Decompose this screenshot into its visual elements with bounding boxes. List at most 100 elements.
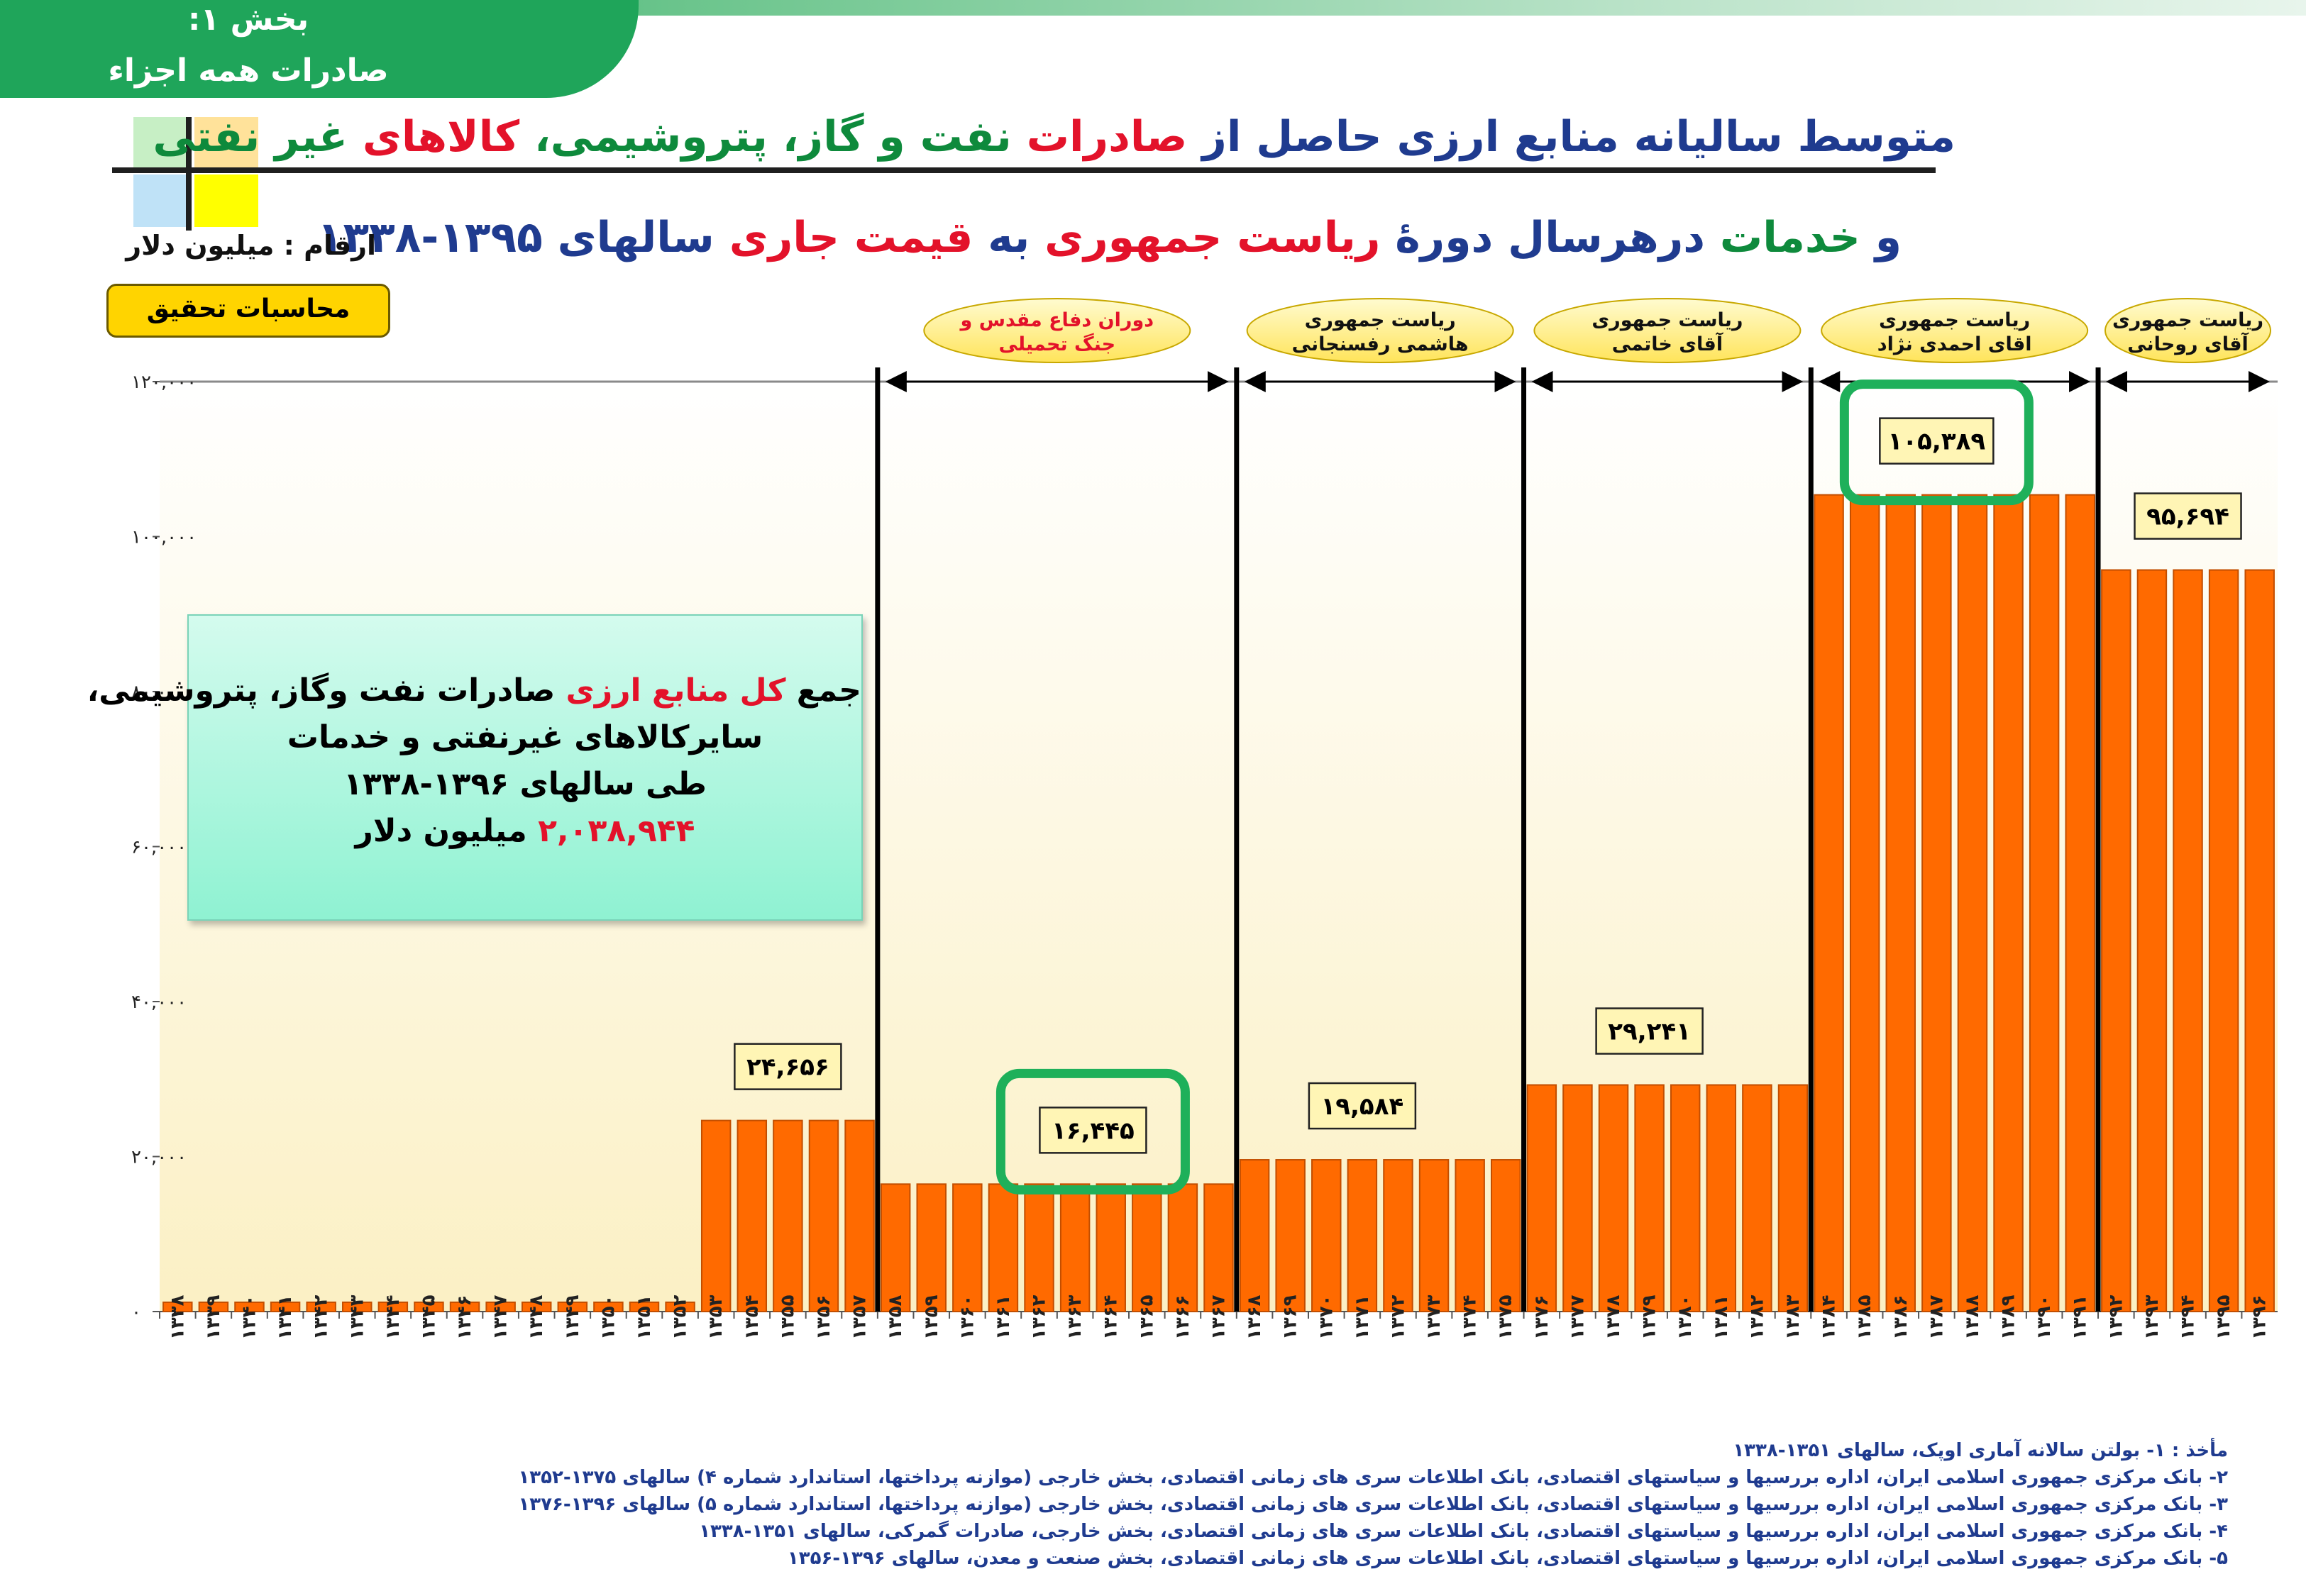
avg-label-box <box>1595 1007 1704 1055</box>
bar <box>1777 1084 1809 1313</box>
period-label-text: آقای روحانی <box>2127 332 2249 355</box>
bar <box>1167 1183 1198 1312</box>
section-number: بخش ۱: <box>187 1 309 38</box>
x-tick-label: ۱۳۴۱ <box>275 1295 296 1340</box>
title-segment: سالهای ۱۳۹۵-۱۳۳۸ <box>316 213 715 262</box>
x-tick-label: ۱۳۵۶ <box>813 1295 834 1340</box>
title-segment: ریاست جمهوری <box>1030 213 1381 262</box>
bar <box>485 1301 516 1313</box>
page-title-line-1: متوسط سالیانه منابع ارزی حاصل از صادرات … <box>153 112 1955 162</box>
bar <box>1383 1159 1413 1312</box>
bar <box>1921 494 1952 1313</box>
info-line-2: سایرکالاهای غیرنفتی و خدمات <box>287 719 763 755</box>
highlight-frame <box>1839 379 2034 506</box>
x-tick-label: ۱۳۷۵ <box>1495 1295 1516 1340</box>
x-tick-label: ۱۳۹۰ <box>2034 1295 2055 1340</box>
bar <box>844 1119 875 1312</box>
x-tick-label: ۱۳۹۴ <box>2178 1295 2199 1340</box>
period-label-text: هاشمی رفسنجانی <box>1292 333 1469 355</box>
bar <box>198 1301 229 1313</box>
x-tick-label: ۱۳۷۰ <box>1315 1295 1337 1340</box>
x-tick-label: ۱۳۶۱ <box>993 1295 1014 1340</box>
logo-square-blue <box>133 174 190 227</box>
avg-label-text: ۲۴,۶۵۶ <box>746 1053 829 1082</box>
x-tick-label: ۱۳۵۷ <box>849 1295 871 1340</box>
bar <box>449 1301 480 1313</box>
period-label-text: دوران دفاع مقدس و <box>959 309 1154 331</box>
source-line: ۲- بانک مرکزی جمهوری اسلامی ایران، اداره… <box>518 1467 2228 1488</box>
x-tick-label: ۱۳۴۰ <box>238 1295 260 1340</box>
avg-label-text: ۱۹,۵۸۴ <box>1321 1092 1404 1121</box>
bar <box>1814 494 1844 1313</box>
y-tick-label: ۱۲۰,۰۰۰ <box>131 372 197 393</box>
bar <box>1598 1084 1629 1313</box>
bar <box>593 1301 624 1313</box>
bar <box>1491 1159 1521 1312</box>
x-tick-label: ۱۳۹۶ <box>2249 1295 2271 1340</box>
bar <box>342 1301 373 1313</box>
x-tick-label: ۱۳۴۲ <box>311 1295 332 1340</box>
title-rule <box>112 167 1936 173</box>
bar <box>1239 1159 1270 1312</box>
x-tick-label: ۱۳۶۴ <box>1100 1295 1122 1340</box>
bar <box>2208 569 2239 1312</box>
x-tick-label: ۱۳۷۸ <box>1603 1295 1624 1340</box>
avg-label-text: ۲۹,۲۴۱ <box>1608 1018 1691 1046</box>
bar <box>1634 1084 1665 1313</box>
title-segment: حاصل از <box>1187 112 1382 162</box>
x-tick-label: ۱۳۴۶ <box>454 1295 475 1340</box>
x-tick-label: ۱۳۸۲ <box>1746 1295 1767 1340</box>
title-segment: غیر نفتی <box>153 112 348 162</box>
x-tick-label: ۱۳۴۴ <box>382 1295 404 1340</box>
bar <box>2029 494 2060 1313</box>
x-tick-label: ۱۳۵۹ <box>921 1295 942 1340</box>
x-tick-label: ۱۳۸۷ <box>1926 1295 1947 1340</box>
period-label-oval <box>1533 298 1802 363</box>
logo-square-orange <box>194 117 258 172</box>
avg-label-box <box>2134 492 2242 540</box>
avg-label-text: ۱۰۵,۳۸۹ <box>1888 428 1986 456</box>
y-tick-label: ۴۰,۰۰۰ <box>131 992 187 1013</box>
bar <box>1455 1159 1485 1312</box>
bar <box>2244 569 2275 1312</box>
period-label-oval <box>1821 298 2089 363</box>
bar <box>808 1119 839 1312</box>
x-tick-label: ۱۳۴۸ <box>526 1295 547 1340</box>
x-tick-label: ۱۳۷۲ <box>1387 1295 1408 1340</box>
info-line-1-post: صادرات نفت وگاز، پتروشیمی، <box>87 672 556 709</box>
x-tick-label: ۱۳۵۳ <box>705 1295 727 1340</box>
info-line-1-pre: جمع <box>785 672 861 709</box>
bar <box>2136 569 2168 1312</box>
logo-square-green <box>133 117 190 172</box>
bar <box>1670 1084 1701 1313</box>
x-tick-label: ۱۳۶۵ <box>1136 1295 1157 1340</box>
x-tick-label: ۱۳۹۳ <box>2141 1295 2163 1340</box>
source-line: مأخذ : ۱- بولتن سالانه آماری اوپک، سالها… <box>1733 1440 2228 1461</box>
title-segment: کالاهای <box>348 112 520 162</box>
bar <box>2101 569 2131 1312</box>
x-tick-label: ۱۳۶۷ <box>1208 1295 1230 1340</box>
bar <box>665 1301 695 1313</box>
bar <box>952 1183 983 1312</box>
bar <box>773 1119 803 1312</box>
page-title-line-2: و خدمات درهرسال دورهٔ ریاست جمهوری به قی… <box>317 213 1902 262</box>
period-label-oval <box>2104 298 2271 363</box>
x-tick-label: ۱۳۷۴ <box>1460 1295 1481 1340</box>
bar <box>1526 1084 1557 1313</box>
bar <box>2065 494 2095 1313</box>
y-tick-label: ۱۰۰,۰۰۰ <box>131 527 197 548</box>
source-line: ۵- بانک مرکزی جمهوری اسلامی ایران، اداره… <box>787 1548 2228 1569</box>
x-tick-label: ۱۳۸۱ <box>1711 1295 1732 1340</box>
source-line: ۳- بانک مرکزی جمهوری اسلامی ایران، اداره… <box>518 1494 2228 1515</box>
title-segment: درهرسال دورهٔ <box>1380 213 1706 262</box>
x-tick-label: ۱۳۴۷ <box>490 1295 512 1340</box>
title-segment: متوسط سالیانه منابع ارزی <box>1381 112 1955 162</box>
period-label-text: اقای احمدی نژاد <box>1877 333 2032 355</box>
bar <box>1311 1159 1342 1312</box>
bar <box>1024 1183 1054 1312</box>
info-total-unit: میلیون دلار <box>355 813 539 849</box>
x-tick-label: ۱۳۸۳ <box>1782 1295 1804 1340</box>
period-label-text: ریاست جمهوری <box>1879 309 2030 331</box>
bar <box>1418 1159 1450 1312</box>
x-tick-label: ۱۳۷۱ <box>1352 1295 1373 1340</box>
